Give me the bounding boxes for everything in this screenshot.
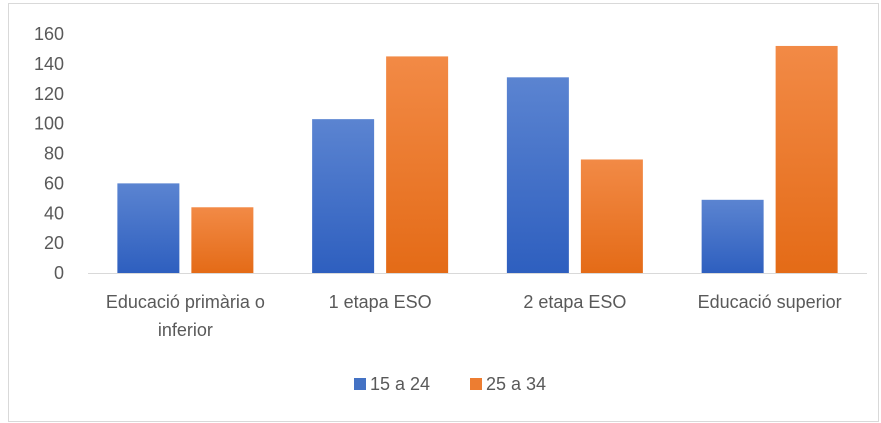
- x-tick-label: inferior: [158, 320, 213, 340]
- y-tick-label: 80: [44, 144, 64, 164]
- x-tick-label: Educació superior: [698, 292, 842, 312]
- bar-series-1-cat-4: [701, 199, 764, 273]
- x-tick-label: 2 etapa ESO: [523, 292, 626, 312]
- y-tick-label: 140: [34, 54, 64, 74]
- bars-group: [117, 45, 838, 274]
- bar-series-2-cat-2: [386, 56, 449, 273]
- legend-swatch: [354, 378, 366, 390]
- bar-series-2-cat-4: [775, 45, 838, 274]
- y-tick-label: 60: [44, 173, 64, 193]
- bar-series-2-cat-1: [191, 207, 254, 273]
- y-axis: 0 20 40 60 80 100 120 140 160: [34, 24, 64, 283]
- bar-series-1-cat-2: [312, 119, 375, 273]
- y-tick-label: 0: [54, 263, 64, 283]
- bar-series-1-cat-1: [117, 183, 180, 273]
- x-tick-label: 1 etapa ESO: [329, 292, 432, 312]
- y-tick-label: 100: [34, 114, 64, 134]
- legend-label: 25 a 34: [486, 374, 546, 394]
- y-tick-label: 160: [34, 24, 64, 44]
- bar-series-1-cat-3: [506, 77, 569, 273]
- y-tick-label: 20: [44, 233, 64, 253]
- y-tick-label: 120: [34, 84, 64, 104]
- x-axis: Educació primària o inferior 1 etapa ESO 2 …: [106, 292, 842, 340]
- legend: 15 a 24 25 a 34: [354, 374, 546, 394]
- legend-label: 15 a 24: [370, 374, 430, 394]
- legend-swatch: [470, 378, 482, 390]
- x-tick-label: Educació primària o: [106, 292, 265, 312]
- y-tick-label: 40: [44, 203, 64, 223]
- bar-series-2-cat-3: [580, 159, 643, 273]
